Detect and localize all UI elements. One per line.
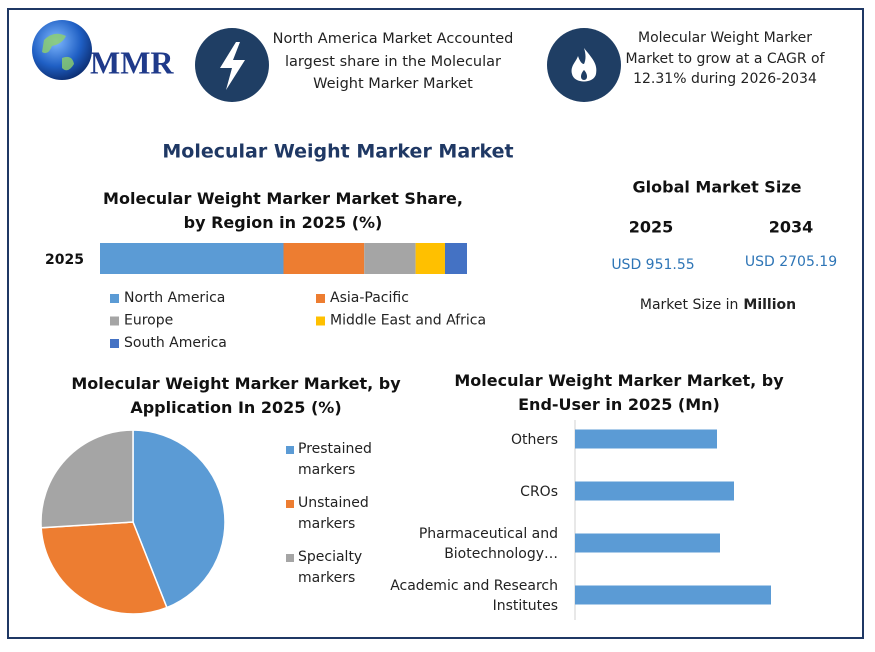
bar: [575, 481, 734, 501]
highlight-text: Molecular Weight Marker Market to grow a…: [625, 30, 825, 87]
year: 2025: [629, 218, 674, 237]
legend-label: Europe: [124, 313, 173, 329]
bar-segment: [444, 243, 467, 274]
legend-swatch: [110, 316, 119, 326]
frame: [7, 8, 864, 639]
legend-label: Specialty markers: [298, 549, 363, 586]
category-label: 2025: [45, 252, 84, 268]
year: 2034: [769, 218, 814, 237]
pie-slice: [132, 429, 226, 609]
pie-slice: [40, 429, 134, 529]
bar: [575, 429, 717, 449]
category-label: Pharmaceutical and Biotechnology…: [418, 526, 558, 562]
legend-swatch: [286, 500, 294, 508]
logo-land: [42, 33, 74, 71]
category-label: Others: [510, 432, 558, 448]
chart-title: Molecular Weight Marker Market, by End-U…: [454, 371, 784, 414]
market-size-note: Market Size in Million: [640, 297, 796, 313]
lightning-icon: [220, 42, 245, 90]
bar: [575, 533, 720, 553]
legend-label: Asia-Pacific: [330, 290, 409, 306]
note-unit: Million: [743, 297, 796, 313]
logo-text: MMR: [90, 44, 174, 80]
legend-swatch: [110, 339, 119, 348]
legend-swatch: [286, 446, 294, 454]
bar-segment: [364, 243, 416, 274]
category-label: CROs: [520, 484, 558, 500]
main-title: Molecular Weight Marker Market: [162, 141, 513, 163]
market-size-title: Global Market Size: [633, 178, 802, 197]
legend-label: Prestained markers: [298, 441, 372, 478]
legend-label: North America: [124, 290, 225, 306]
bar-segment: [415, 243, 445, 274]
legend-label: Middle East and Africa: [330, 313, 486, 329]
legend-swatch: [316, 316, 325, 326]
legend-swatch: [110, 294, 119, 303]
bar-segment: [100, 243, 284, 274]
pie-slice: [40, 521, 168, 615]
legend-swatch: [286, 554, 294, 562]
flame-icon: [571, 48, 597, 82]
legend-label: Unstained markers: [298, 495, 369, 532]
chart-title: Molecular Weight Marker Market, by Appli…: [71, 374, 401, 417]
bar-segment: [283, 243, 365, 274]
legend-swatch: [316, 294, 325, 303]
highlight-text: North America Market Accounted largest s…: [272, 31, 514, 92]
market-value: USD 2705.19: [745, 254, 837, 270]
legend-label: South America: [124, 335, 227, 351]
logo-globe: [32, 20, 92, 80]
category-label: Academic and Research Institutes: [390, 578, 558, 614]
chart-title: Molecular Weight Marker Market Share, by…: [103, 189, 463, 232]
bar: [575, 585, 771, 605]
market-value: USD 951.55: [611, 257, 694, 273]
note-text: Market Size in: [640, 297, 739, 313]
